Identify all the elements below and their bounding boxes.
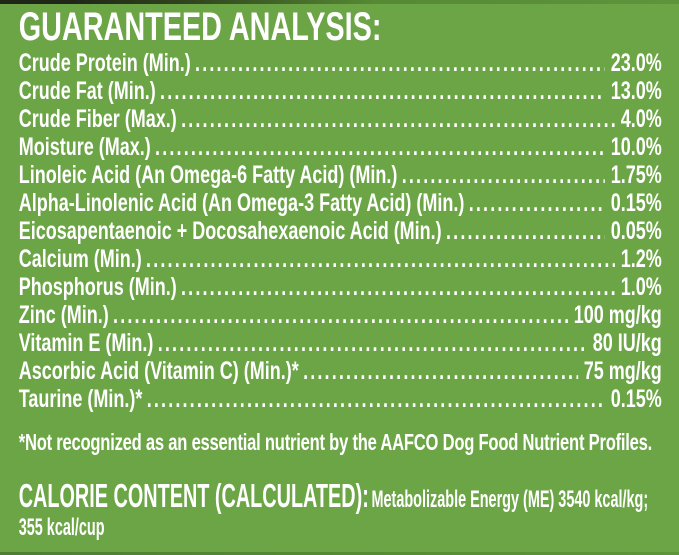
dot-leader: ........................................… [146,245,615,273]
nutrient-value: 100 mg/kg [573,301,662,329]
analysis-row: Alpha-Linolenic Acid (An Omega-3 Fatty A… [19,189,662,217]
calorie-content-line2: 355 kcal/cup [18,514,105,541]
analysis-row: Calcium (Min.)..........................… [19,245,662,273]
dot-leader: ........................................… [181,105,615,133]
nutrient-value: 0.15% [610,189,662,217]
analysis-row: Phosphorus (Min.).......................… [19,273,662,301]
nutrient-value: 10.0% [610,133,662,161]
nutrient-label: Moisture (Max.) [18,133,151,161]
nutrient-value: 4.0% [620,105,662,133]
nutrient-label: Eicosapentaenoic + Docosahexaenoic Acid … [18,217,442,245]
label-content: GUARANTEED ANALYSIS: Crude Protein (Min.… [0,6,679,542]
analysis-row: Crude Fiber (Max.)......................… [19,105,662,133]
analysis-row: Taurine (Min.)*.........................… [19,385,662,413]
analysis-row: Vitamin E (Min.)........................… [19,329,662,357]
calorie-content-line1: Metabolizable Energy (ME) 3540 kcal/kg; [371,486,649,513]
analysis-row: Crude Fat (Min.)........................… [19,77,662,105]
nutrient-value: 23.0% [610,49,662,77]
nutrient-label: Crude Protein (Min.) [18,49,191,77]
aafco-footnote: *Not recognized as an essential nutrient… [18,429,653,455]
nutrient-value: 13.0% [610,77,662,105]
analysis-row: Linoleic Acid (An Omega-6 Fatty Acid) (M… [19,161,662,189]
nutrient-value: 75 mg/kg [583,357,662,385]
dot-leader: ........................................… [468,189,605,217]
nutrient-label: Zinc (Min.) [18,301,109,329]
guaranteed-analysis-title: GUARANTEED ANALYSIS: [18,5,382,49]
nutrient-label: Alpha-Linolenic Acid (An Omega-3 Fatty A… [18,189,465,217]
dot-leader: ........................................… [195,49,605,77]
analysis-row: Eicosapentaenoic + Docosahexaenoic Acid … [19,217,662,245]
dot-leader: ........................................… [146,385,605,413]
dot-leader: ........................................… [445,217,605,245]
dot-leader: ........................................… [181,273,615,301]
package-top-edge [0,0,679,4]
guaranteed-analysis-table: Crude Protein (Min.)....................… [19,49,662,413]
nutrient-value: 1.0% [620,273,662,301]
nutrient-label: Calcium (Min.) [18,245,142,273]
dot-leader: ........................................… [160,77,605,105]
nutrient-value: 1.2% [620,245,662,273]
dot-leader: ........................................… [155,133,605,161]
nutrient-value: 1.75% [610,161,662,189]
nutrient-label: Linoleic Acid (An Omega-6 Fatty Acid) (M… [18,161,398,189]
nutrient-label: Phosphorus (Min.) [18,273,177,301]
nutrient-label: Crude Fat (Min.) [18,77,156,105]
nutrient-value: 80 IU/kg [592,329,662,357]
dot-leader: ........................................… [401,161,605,189]
nutrient-label: Ascorbic Acid (Vitamin C) (Min.)* [18,357,299,385]
nutrient-label: Vitamin E (Min.) [18,329,154,357]
package-bottom-edge [0,552,679,555]
calorie-content-section: CALORIE CONTENT (CALCULATED): Metaboliza… [18,477,662,542]
analysis-row: Ascorbic Acid (Vitamin C) (Min.)*.......… [19,357,662,385]
nutrient-label: Crude Fiber (Max.) [18,105,177,133]
dot-leader: ........................................… [303,357,578,385]
analysis-row: Zinc (Min.).............................… [19,301,662,329]
nutrient-value: 0.05% [610,217,662,245]
analysis-row: Moisture (Max.).........................… [19,133,662,161]
dot-leader: ........................................… [157,329,587,357]
calorie-content-heading: CALORIE CONTENT (CALCULATED): [18,477,369,514]
analysis-row: Crude Protein (Min.)....................… [19,49,662,77]
dot-leader: ........................................… [113,301,568,329]
nutrient-label: Taurine (Min.)* [18,385,143,413]
nutrient-value: 0.15% [610,385,662,413]
